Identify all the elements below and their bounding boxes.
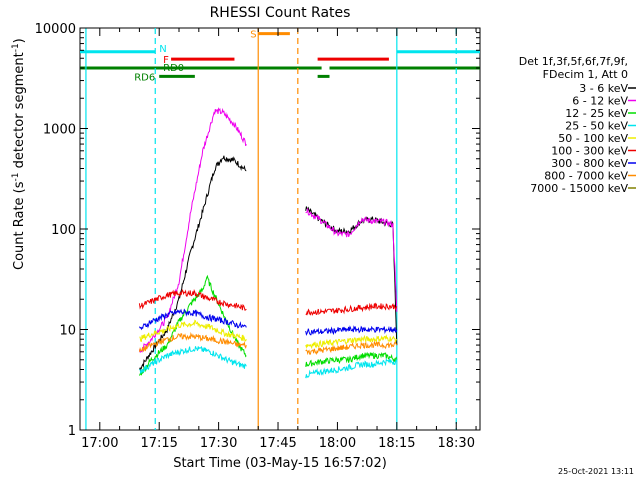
y-axis-label: Count Rate (s-1 detector segment-1): [11, 38, 27, 270]
series-line-3-seg-1: [305, 358, 398, 379]
x-tick-label: 18:15: [378, 436, 415, 451]
y-tick-label: 1: [68, 424, 76, 439]
x-tick-label: 18:30: [438, 436, 475, 451]
series-line-2-seg-0: [138, 274, 247, 376]
y-tick-label: 10000: [35, 22, 76, 37]
legend-entry-label: 800 - 7000 keV: [544, 170, 628, 183]
legend-entry-label: 7000 - 15000 keV: [530, 182, 628, 195]
legend-header-line1: Det 1f,3f,5f,6f,7f,9f,: [519, 55, 628, 68]
series-line-5-seg-0: [138, 289, 247, 311]
y-label-sup2: -1: [11, 43, 21, 52]
y-label-mid: detector segment: [12, 52, 27, 172]
flag-label-rd0: RD0: [163, 63, 184, 74]
flag-bars: NF S RD0 RD6: [80, 30, 480, 83]
chart-title: RHESSI Count Rates: [210, 5, 351, 21]
x-tick-label: 17:15: [140, 436, 177, 451]
series-line-3-seg-0: [139, 345, 247, 374]
series-line-5-seg-1: [305, 302, 398, 316]
flag-label-f: F: [163, 55, 169, 66]
series-line-4-seg-0: [139, 319, 247, 342]
series-line-7-seg-0: [138, 331, 247, 352]
legend-entry-label: 25 - 50 keV: [565, 120, 628, 133]
series-line-4-seg-1: [305, 334, 398, 350]
legend-entry-label: 300 - 800 keV: [551, 157, 628, 170]
series-line-6-seg-0: [138, 308, 247, 331]
legend-entry-label: 3 - 6 keV: [579, 82, 628, 95]
legend-entry-label: 12 - 25 keV: [565, 107, 628, 120]
x-tick-label: 17:30: [200, 436, 237, 451]
series-line-1-seg-1: [305, 208, 398, 312]
y-tick-label: 100: [51, 223, 76, 238]
flag-label-n: N: [159, 44, 166, 55]
flag-label-s: S: [250, 30, 256, 41]
series-lines: [138, 107, 398, 379]
series-line-2-seg-1: [305, 351, 398, 368]
y-label-end: ): [12, 38, 27, 43]
legend-header-line2: FDecim 1, Att 0: [543, 68, 628, 81]
legend-entry-label: 6 - 12 keV: [572, 95, 628, 108]
timestamp: 25-Oct-2021 13:11: [558, 467, 634, 476]
legend-entry-label: 50 - 100 keV: [558, 132, 628, 145]
y-tick-label: 10: [59, 324, 76, 339]
y-tick-label: 1000: [43, 123, 76, 138]
axes: 1 10 100 1000 10000 17:00 17:15 17:30 17:45 18:00…: [35, 22, 480, 451]
series-line-7-seg-1: [305, 340, 398, 356]
x-tick-label: 18:00: [319, 436, 356, 451]
y-label-main: Count Rate (s: [12, 181, 27, 270]
series-line-6-seg-1: [305, 325, 398, 336]
flag-label-rd6: RD6: [134, 72, 155, 83]
x-tick-label: 17:00: [81, 436, 118, 451]
legend-entry-label: 100 - 300 keV: [551, 145, 628, 158]
x-axis-label: Start Time (03-May-15 16:57:02): [173, 456, 387, 471]
y-label-sup1: -1: [11, 172, 21, 181]
x-tick-label: 17:45: [259, 436, 296, 451]
